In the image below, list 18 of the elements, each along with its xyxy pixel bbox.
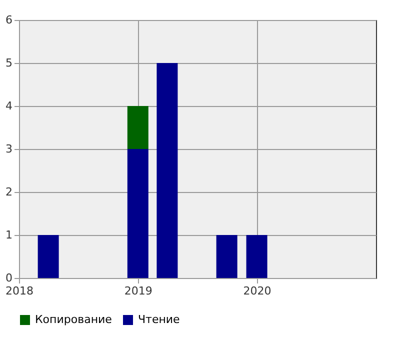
y-tick-label: 6 [6,14,12,26]
y-tick-label: 2 [6,186,12,198]
y-tick-label: 1 [6,228,12,242]
y-tick-label: 3 [6,142,12,156]
bar [127,106,148,149]
legend-label: Копирование [35,313,112,326]
bar [156,63,178,278]
x-tick-label: 2020 [243,284,272,298]
legend-label: Чтение [138,313,180,326]
x-tick-label: 2018 [6,284,34,298]
y-tick-label: 0 [6,272,12,284]
y-tick-label: 5 [6,56,12,70]
bar [127,149,148,278]
bar [38,235,59,278]
bar [246,235,268,278]
y-tick-label: 4 [6,100,12,112]
x-tick-label: 2019 [124,284,152,298]
bar [216,235,238,278]
